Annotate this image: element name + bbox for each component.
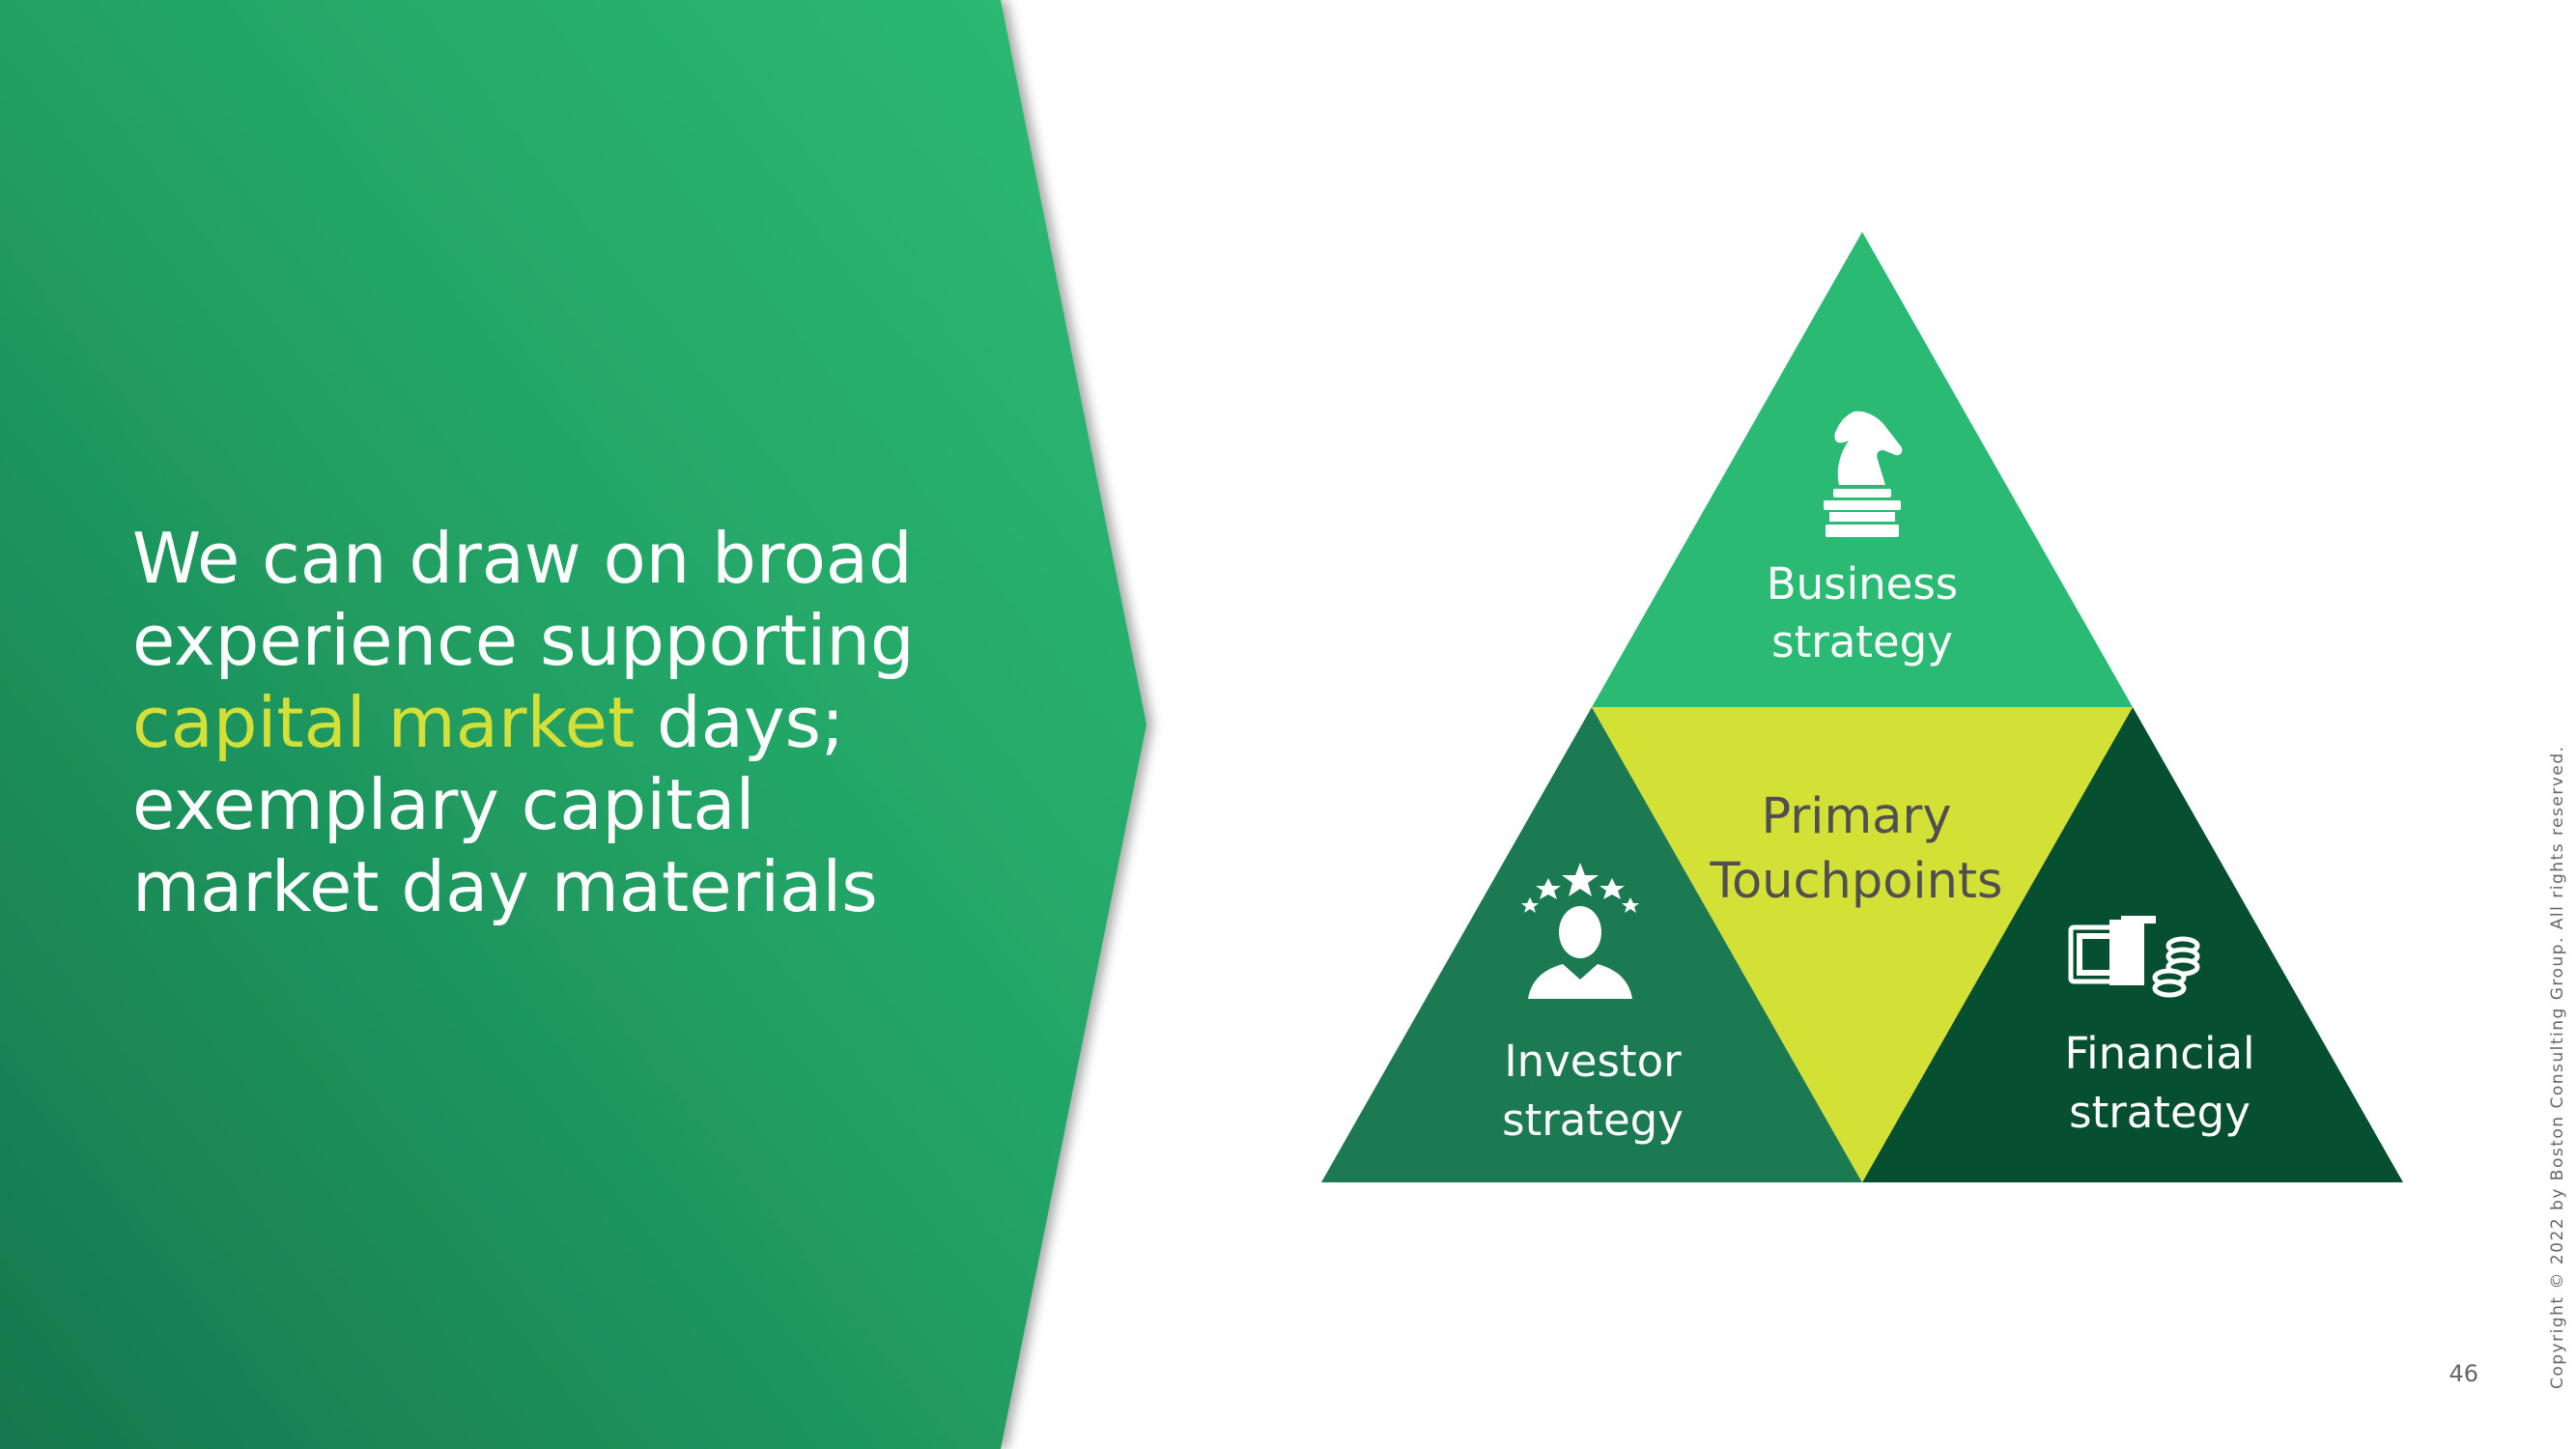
center-label-line1: Primary [1761, 788, 1951, 845]
copyright-notice: Copyright © 2022 by Boston Consulting Gr… [2548, 745, 2567, 1389]
headline: We can draw on broad experience supporti… [132, 518, 1002, 928]
money-coins-icon [2068, 916, 2200, 998]
left-panel-shape [0, 0, 1146, 1449]
top-label-line2: strategy [1771, 616, 1953, 668]
page-number: 46 [2449, 1360, 2478, 1387]
center-label-line2: Touchpoints [1709, 853, 2002, 910]
chess-knight-icon [1824, 411, 1903, 537]
headline-text-after: days; exemplary capital market day mater… [132, 682, 878, 927]
headline-text-before: We can draw on broad experience supporti… [132, 518, 915, 681]
left-label-line2: strategy [1502, 1094, 1684, 1146]
right-label-line1: Financial [2064, 1028, 2254, 1079]
center-triangle [1592, 707, 2133, 1182]
headline-highlight: capital market [132, 682, 636, 763]
investor-person-stars-icon [1521, 863, 1639, 999]
right-label-line2: strategy [2069, 1087, 2250, 1138]
left-label-line1: Investor [1504, 1036, 1682, 1087]
top-label-line1: Business [1767, 558, 1958, 610]
